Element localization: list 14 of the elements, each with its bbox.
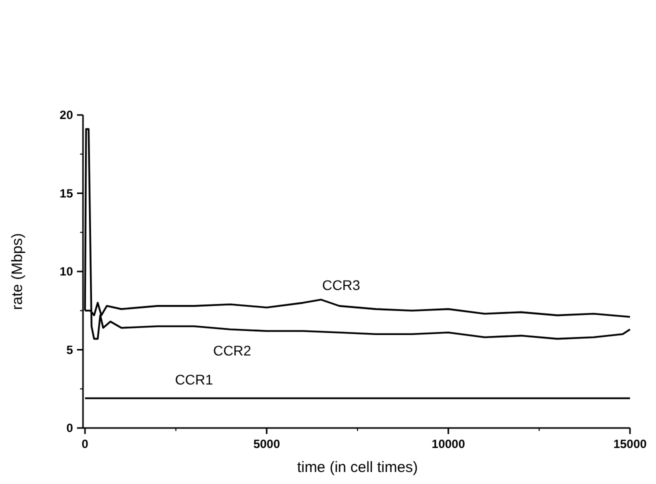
y-tick-label: 15 [60, 186, 74, 200]
series-label: CCR3 [322, 276, 360, 293]
series-label: CCR2 [213, 342, 252, 358]
x-tick-label: 10000 [432, 437, 466, 451]
series-label: CCR1 [174, 371, 214, 388]
y-tick-label: 5 [66, 342, 74, 357]
y-tick-label: 10 [60, 264, 74, 278]
x-tick-label: 15000 [613, 437, 648, 451]
x-axis-title: time (in cell times) [297, 459, 418, 476]
y-tick-label: 0 [66, 421, 74, 435]
y-tick-label: 20 [60, 108, 74, 122]
x-tick-label: 5000 [253, 437, 280, 451]
y-axis-title: rate (Mbps) [9, 233, 26, 310]
x-tick-label: 0 [82, 437, 89, 451]
